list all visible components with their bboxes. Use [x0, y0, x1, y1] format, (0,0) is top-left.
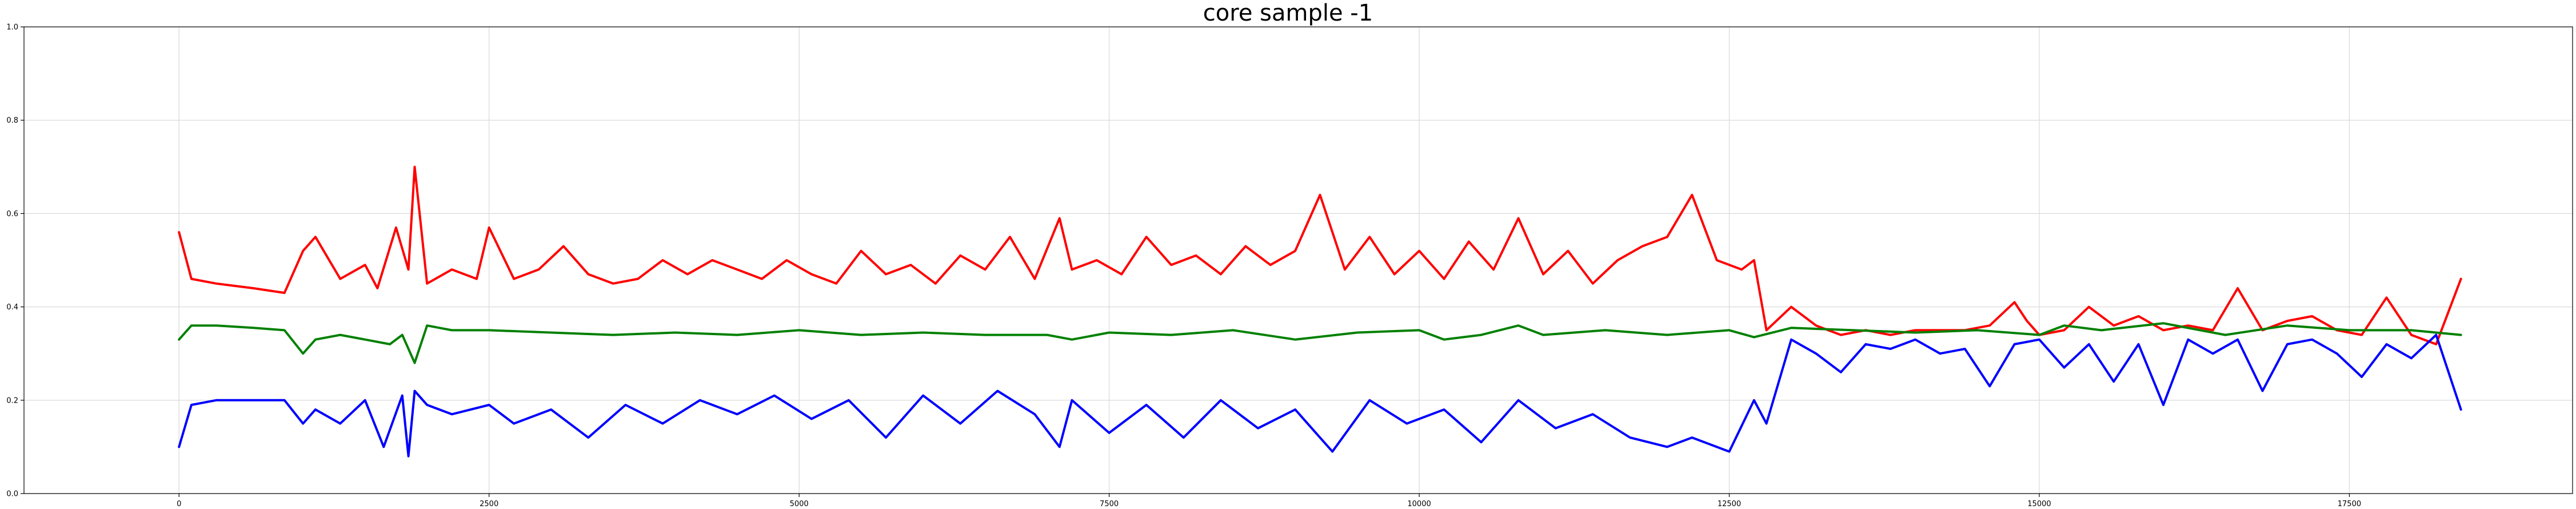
series-line-2 — [178, 333, 2462, 458]
x-tick-label: 10000 — [1407, 500, 1431, 508]
x-tick-label: 15000 — [2027, 500, 2051, 508]
x-tick-label: 12500 — [1718, 500, 1741, 508]
y-tick-label: 0.4 — [6, 303, 18, 312]
series-layer — [178, 165, 2462, 458]
y-tick-label: 0.0 — [6, 490, 18, 499]
x-tick-label: 2500 — [480, 500, 498, 508]
series-line-1 — [178, 322, 2462, 364]
y-tick-label: 0.6 — [6, 210, 18, 218]
y-tick-label: 0.8 — [6, 117, 18, 125]
x-tick-label: 5000 — [790, 500, 809, 508]
y-tick-label: 1.0 — [6, 23, 18, 32]
chart-title: core sample -1 — [1203, 0, 1373, 26]
x-tick-label: 0 — [177, 500, 181, 508]
axes-layer: 0 2500 5000 7500 10000 12500 15000 17500 0.0 0.2 0… — [6, 23, 2573, 508]
x-tick-label: 17500 — [2338, 500, 2361, 508]
x-tick-label: 7500 — [1100, 500, 1119, 508]
series-line-0 — [178, 165, 2462, 345]
plot-frame — [23, 26, 2573, 494]
y-tick-label: 0.2 — [6, 396, 18, 405]
